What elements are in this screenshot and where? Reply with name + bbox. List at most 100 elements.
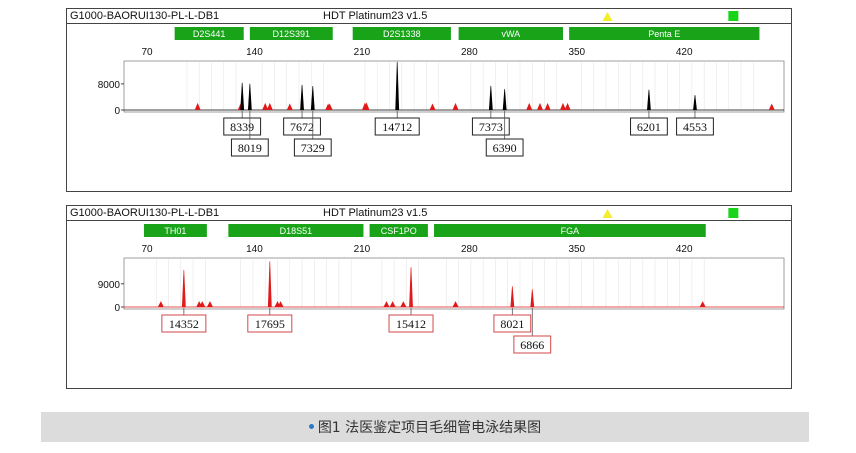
locus-bin xyxy=(569,27,760,40)
peak xyxy=(395,61,400,111)
y-tick-label: 9000 xyxy=(98,280,121,291)
locus-label: FGA xyxy=(561,226,580,236)
locus-label: D18S51 xyxy=(280,226,313,236)
peak xyxy=(502,89,507,111)
plot-frame xyxy=(123,60,785,113)
x-tick-label: 140 xyxy=(246,244,263,255)
marker-triangle xyxy=(286,103,293,110)
peak xyxy=(693,95,697,111)
marker-triangle xyxy=(429,103,436,110)
marker-triangle xyxy=(277,301,284,307)
sample-name: G1000-BAORUI130-PL-L-DB1 xyxy=(70,10,220,22)
status-triangle-icon xyxy=(602,12,613,21)
locus-bin xyxy=(249,27,333,40)
x-tick-label: 210 xyxy=(354,244,371,255)
marker-triangle xyxy=(194,102,201,110)
kit-name: HDT Platinum23 v1.5 xyxy=(323,207,428,219)
electropherogram-panel-1: G1000-BAORUI130-PL-L-DB1 HDT Platinum23 … xyxy=(66,8,792,192)
status-triangle-icon xyxy=(602,209,613,218)
marker-triangle xyxy=(389,301,396,307)
x-tick-label: 140 xyxy=(246,47,263,58)
locus-label: D2S441 xyxy=(193,29,226,39)
panel-header: G1000-BAORUI130-PL-L-DB1 HDT Platinum23 … xyxy=(67,206,791,221)
marker-triangle xyxy=(266,102,273,110)
marker-triangle xyxy=(452,301,459,307)
peak xyxy=(181,269,186,308)
kit-name: HDT Platinum23 v1.5 xyxy=(323,10,428,22)
marker-triangle xyxy=(400,301,407,307)
peak-label-box xyxy=(493,314,532,333)
electropherogram-plot: D2S441 D12S391 D2S1338 vWA Penta E 70 140 210 28… xyxy=(98,11,785,157)
peak-label-box xyxy=(223,117,262,136)
x-tick-label: 420 xyxy=(676,244,693,255)
peak-label: 7373 xyxy=(479,120,503,134)
peak-label-box xyxy=(471,117,510,136)
peak xyxy=(247,83,252,111)
marker-triangle xyxy=(526,102,533,110)
marker-triangle xyxy=(206,301,213,307)
electropherogram-plot: TH01 D18S51 CSF1PO FGA 70 140 210 280 350 420 0 900… xyxy=(98,208,785,354)
marker-triangle xyxy=(157,301,164,307)
peak-label: 7329 xyxy=(301,141,325,155)
peak xyxy=(510,286,515,308)
peak-label: 6201 xyxy=(637,120,661,134)
x-tick-label: 70 xyxy=(141,47,153,58)
y-tick-label: 0 xyxy=(114,106,120,117)
marker-triangle xyxy=(768,103,775,110)
panel-header: G1000-BAORUI130-PL-L-DB1 HDT Platinum23 … xyxy=(67,9,791,24)
x-tick-label: 350 xyxy=(568,244,585,255)
marker-triangle xyxy=(564,102,571,110)
peak-label: 8021 xyxy=(500,317,524,331)
peak-label-box xyxy=(513,335,552,354)
marker-triangle xyxy=(326,103,333,110)
figure-caption-bar: 图1 法医鉴定项目毛细管电泳结果图 xyxy=(41,412,809,442)
status-square-icon xyxy=(728,208,739,218)
peak xyxy=(300,84,304,111)
x-tick-label: 210 xyxy=(354,47,371,58)
peak-label: 14352 xyxy=(169,317,199,331)
locus-label: TH01 xyxy=(164,226,186,236)
peak-label: 17695 xyxy=(255,317,285,331)
peak-label-box xyxy=(247,314,293,333)
peak-label-box xyxy=(388,314,434,333)
marker-triangle xyxy=(363,102,370,110)
locus-label: D2S1338 xyxy=(383,29,421,39)
status-square-icon xyxy=(728,11,739,21)
y-tick-label: 0 xyxy=(114,303,120,314)
locus-bin xyxy=(228,224,364,237)
peak-label-box xyxy=(161,314,207,333)
locus-label: Penta E xyxy=(648,29,680,39)
x-tick-label: 420 xyxy=(676,47,693,58)
peak-label: 6390 xyxy=(493,141,517,155)
marker-triangle xyxy=(452,102,459,110)
bullet-icon xyxy=(308,423,314,429)
x-tick-label: 350 xyxy=(568,47,585,58)
locus-label: vWA xyxy=(501,29,520,39)
sample-name: G1000-BAORUI130-PL-L-DB1 xyxy=(70,207,220,219)
peak xyxy=(488,85,493,111)
peak-label-box xyxy=(293,138,332,157)
x-tick-label: 280 xyxy=(461,244,478,255)
peak-label: 15412 xyxy=(396,317,426,331)
locus-bin xyxy=(369,224,428,237)
peak-label-box xyxy=(283,117,321,136)
peak-label-box xyxy=(630,117,668,136)
peak-label-box xyxy=(230,138,269,157)
locus-bin xyxy=(458,27,563,40)
peak xyxy=(647,89,651,111)
x-tick-label: 280 xyxy=(461,47,478,58)
figure-caption: 图1 法医鉴定项目毛细管电泳结果图 xyxy=(317,420,542,436)
peak xyxy=(310,86,315,111)
peak xyxy=(240,82,245,111)
peak-label: 6866 xyxy=(520,338,544,352)
marker-triangle xyxy=(199,301,206,307)
peak-label: 4553 xyxy=(683,120,707,134)
marker-triangle xyxy=(544,102,551,110)
peak-label: 8019 xyxy=(238,141,262,155)
y-tick-label: 8000 xyxy=(98,80,121,91)
peak-label-box xyxy=(676,117,714,136)
peak xyxy=(409,267,413,308)
plot-frame xyxy=(123,257,785,310)
locus-label: CSF1PO xyxy=(381,226,417,236)
marker-triangle xyxy=(383,301,390,307)
